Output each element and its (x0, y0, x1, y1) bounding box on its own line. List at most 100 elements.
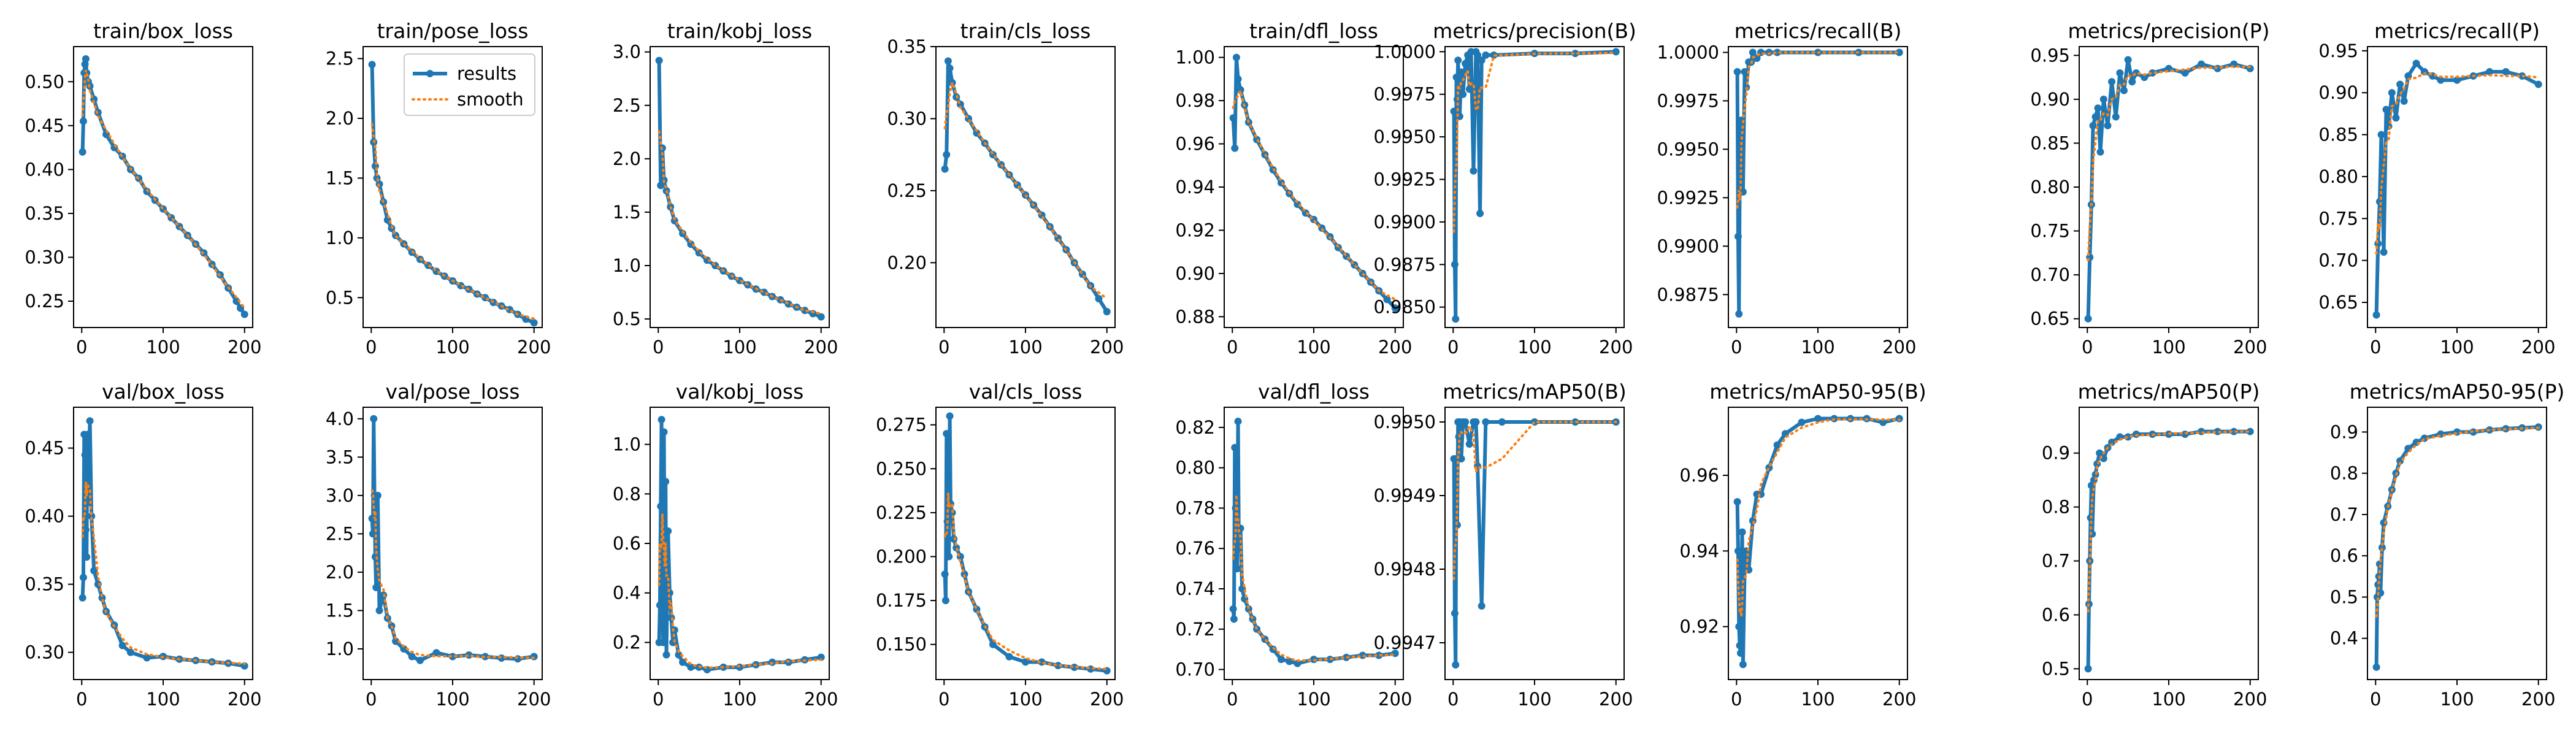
results-point (1895, 415, 1903, 423)
x-tick-label: 0 (1227, 689, 1238, 710)
results-point (1391, 304, 1399, 312)
plot-area (655, 56, 825, 321)
smooth-line (657, 130, 822, 315)
y-tick-label: 0.72 (1175, 619, 1215, 640)
smooth-line (1736, 418, 1901, 617)
y-tick-label: 4.0 (326, 408, 354, 429)
y-tick-label: 0.9950 (1374, 126, 1436, 147)
results-point (1054, 662, 1062, 670)
results-point (2375, 560, 2383, 568)
y-tick-label: 0.9975 (1374, 84, 1436, 105)
y-tick-label: 1.0 (326, 638, 354, 659)
results-point (1233, 565, 1241, 573)
results-point (2382, 105, 2390, 113)
y-tick-label: 1.5 (326, 167, 354, 188)
x-tick-label: 100 (1801, 689, 1834, 710)
x-tick-label: 200 (1378, 337, 1412, 358)
x-tick-label: 0 (76, 689, 87, 710)
y-tick-label: 2.0 (326, 562, 354, 583)
y-tick-label: 0.70 (2318, 250, 2358, 271)
y-tick-label: 0.6 (2042, 604, 2070, 625)
y-tick-label: 0.4 (613, 583, 641, 604)
smooth-line (2375, 426, 2540, 618)
x-tick-label: 0 (2082, 689, 2093, 710)
results-point (1749, 48, 1757, 56)
results-point (79, 594, 86, 602)
chart-panel: metrics/precision(B) 0 100 200 0.9850 0.9875 0… (1374, 19, 1636, 358)
results-point (79, 117, 87, 125)
chart-title: metrics/mAP50(P) (2078, 380, 2260, 404)
results-point (1739, 661, 1747, 669)
chart-panel: metrics/precision(P) 0 100 200 0.65 0.70 0.75 0… (2030, 19, 2269, 358)
results-point (1738, 528, 1746, 536)
y-tick-label: 0.2 (613, 632, 641, 653)
results-point (1498, 418, 1506, 426)
results-line (2374, 61, 2540, 315)
plot-area (2372, 59, 2542, 319)
x-tick-label: 0 (1447, 689, 1459, 710)
results-point (1457, 68, 1465, 76)
smooth-line (370, 489, 535, 659)
results-point (1230, 615, 1238, 623)
results-point (1451, 610, 1459, 617)
results-point (1234, 75, 1242, 83)
results-point (81, 451, 89, 459)
y-tick-label: 0.225 (876, 502, 927, 523)
results-point (2534, 80, 2542, 88)
x-tick-label: 200 (1599, 337, 1633, 358)
results-point (2108, 439, 2116, 447)
y-tick-label: 0.20 (887, 252, 927, 273)
results-point (375, 607, 383, 615)
x-tick-label: 0 (653, 689, 664, 710)
chart-panel: metrics/mAP50-95(P) 0 100 200 0.4 0.5 0.6 0.7 0.… (2330, 380, 2565, 710)
smooth-line (2087, 65, 2252, 262)
chart-panel: val/kobj_loss 0 100 200 0.2 0.4 0.6 0.8 1.0 (613, 380, 838, 710)
smooth-line (81, 481, 246, 665)
results-point (1734, 547, 1742, 555)
smooth-line (1232, 494, 1397, 662)
y-tick-label: 0.9 (2042, 443, 2070, 464)
x-tick-label: 0 (2370, 337, 2381, 358)
x-tick-label: 200 (2233, 337, 2267, 358)
results-point (1736, 642, 1744, 650)
y-tick-label: 0.90 (2318, 82, 2358, 103)
results-point (1231, 443, 1239, 451)
y-tick-label: 0.9925 (1374, 169, 1436, 190)
y-tick-label: 0.74 (1175, 578, 1215, 599)
chart-panel: val/pose_loss 0 100 200 1.0 1.5 2.0 2.5 3.0 3.5 4.… (326, 380, 551, 710)
y-tick-label: 0.9875 (1374, 254, 1436, 275)
x-tick-label: 0 (1731, 689, 1742, 710)
y-tick-label: 0.98 (1175, 90, 1215, 111)
chart-panel: val/dfl_loss 0 100 200 0.70 0.72 0.74 0.76 0.78 0… (1175, 380, 1412, 710)
y-tick-label: 0.9975 (1657, 90, 1719, 111)
chart-title: val/kobj_loss (676, 380, 804, 404)
results-point (2108, 78, 2116, 86)
y-tick-label: 2.0 (326, 108, 354, 129)
results-point (1232, 53, 1240, 61)
results-point (1773, 48, 1781, 56)
results-point (1231, 144, 1239, 152)
plot-area (1733, 48, 1903, 318)
x-tick-label: 100 (723, 337, 756, 358)
x-tick-label: 200 (2521, 337, 2555, 358)
chart-title: metrics/mAP50(B) (1443, 380, 1627, 404)
legend-results-label: results (457, 63, 516, 84)
axes-frame (2367, 46, 2547, 328)
y-tick-label: 1.0 (326, 228, 354, 248)
y-tick-label: 1.00 (1175, 47, 1215, 68)
y-tick-label: 0.30 (887, 108, 927, 129)
plot-area (1450, 48, 1620, 323)
results-point (675, 651, 683, 659)
y-tick-label: 0.75 (2318, 208, 2358, 229)
y-tick-label: 0.70 (1175, 659, 1215, 680)
results-point (2385, 122, 2393, 130)
results-point (2181, 430, 2189, 438)
y-tick-label: 0.9 (2330, 421, 2358, 442)
results-point (943, 429, 951, 437)
chart-title: metrics/recall(P) (2374, 19, 2540, 43)
y-tick-label: 0.40 (25, 506, 64, 527)
x-tick-label: 200 (1090, 689, 1124, 710)
results-point (368, 61, 376, 69)
x-tick-label: 200 (1090, 337, 1124, 358)
y-tick-label: 0.5 (2042, 658, 2070, 679)
